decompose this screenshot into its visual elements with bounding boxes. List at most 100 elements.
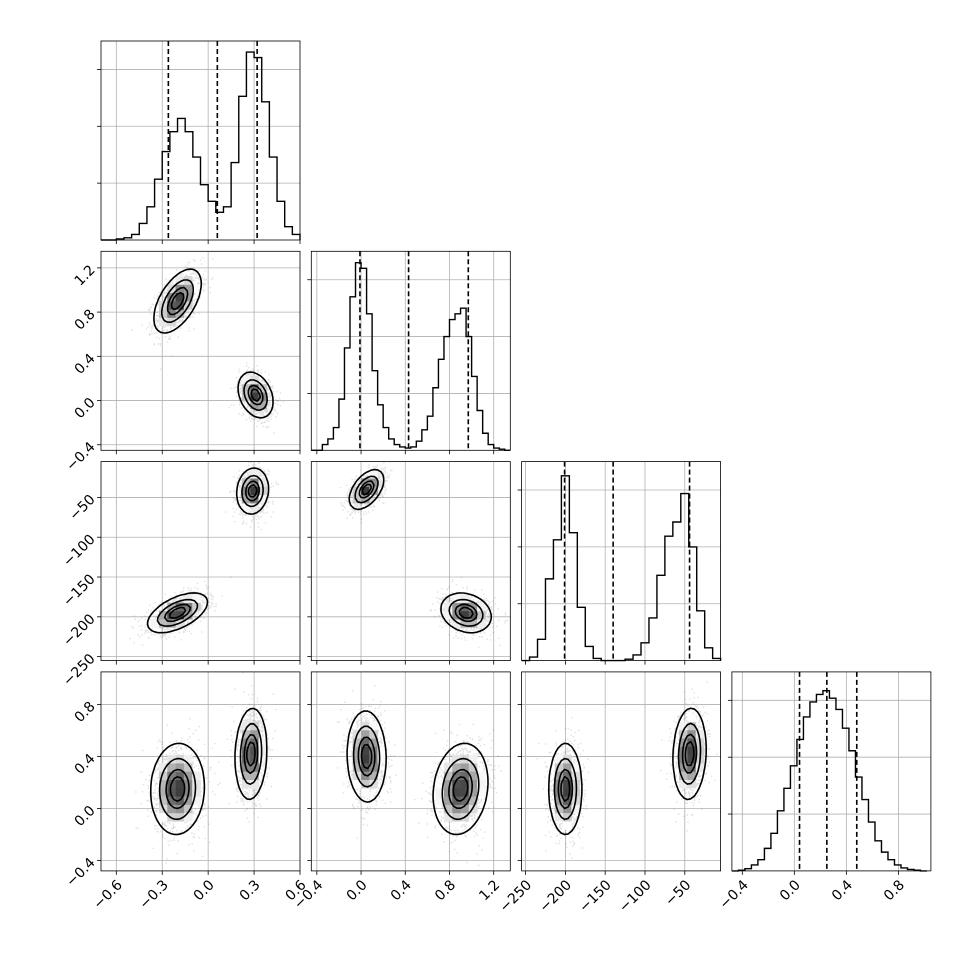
density-cell [369, 754, 378, 764]
x-tick-label: 0.0 [777, 877, 804, 904]
density-cell [242, 478, 251, 487]
density-cell [460, 610, 470, 620]
density-cell [687, 763, 696, 772]
contour-line [165, 734, 259, 810]
density-cell [250, 771, 259, 780]
density-cell [250, 384, 259, 393]
density-cell [460, 619, 470, 628]
x-tick-label: 1.2 [476, 877, 503, 904]
density-cell [687, 779, 696, 789]
density-cell [258, 494, 268, 504]
density-cell [352, 779, 362, 789]
density-cell [361, 486, 370, 496]
joint-density-panel [97, 671, 301, 875]
density-cell [369, 738, 378, 747]
y-tick-label: −0.4 [63, 439, 98, 474]
density-cell [695, 729, 705, 739]
contour-line [357, 736, 473, 809]
density-cell [192, 771, 201, 780]
density-cell [452, 763, 461, 772]
density-cell [192, 284, 201, 294]
joint-density-panel [307, 671, 511, 875]
density-cell [679, 779, 688, 789]
panel-frame [310, 671, 511, 872]
density-cell [444, 812, 453, 822]
x-tick-label: 0.8 [432, 877, 459, 904]
y-tick-label: −50 [66, 492, 98, 524]
density-cell [183, 796, 193, 805]
density-cell [477, 779, 486, 789]
density-cell [435, 796, 445, 805]
density-cell [679, 721, 688, 731]
contour-line [166, 286, 264, 406]
density-cell [167, 796, 176, 805]
density-cell [452, 594, 461, 603]
density-cell [444, 796, 453, 805]
histogram-step [101, 51, 301, 241]
density-cell [468, 763, 478, 772]
density-cell [361, 494, 370, 504]
density-cell [352, 746, 362, 756]
marginal-histogram-panel [727, 671, 932, 875]
joint-density-panel [307, 461, 511, 665]
density-cell [242, 494, 251, 504]
density-cell [159, 619, 168, 628]
density-cell [192, 779, 201, 789]
density-cell [563, 804, 572, 814]
density-cell [460, 594, 470, 603]
contour-line [156, 474, 264, 627]
contour-line [560, 740, 695, 802]
density-cell [183, 602, 193, 612]
density-cell [159, 763, 168, 772]
x-tick-label: −100 [616, 877, 655, 916]
density-cell [150, 619, 160, 628]
density-cell [192, 788, 201, 797]
contour-line [169, 484, 258, 619]
density-cell [554, 771, 564, 780]
y-tick-label: −150 [60, 571, 99, 610]
density-cell [687, 754, 696, 764]
density-cell [175, 309, 185, 318]
density-cell [167, 754, 176, 764]
density-cell [460, 788, 470, 797]
histogram-step [521, 475, 722, 662]
density-cell [159, 779, 168, 789]
density-cell [377, 746, 387, 756]
density-cell [183, 594, 193, 603]
x-tick-label: −50 [662, 877, 694, 909]
density-cell [175, 276, 185, 285]
density-cell [258, 738, 268, 747]
density-cell [242, 384, 251, 393]
density-cell [361, 754, 370, 764]
density-cell [258, 400, 268, 410]
marginal-histogram-panel [517, 461, 722, 665]
density-cell [167, 610, 176, 620]
density-cell [175, 763, 185, 772]
density-cell [369, 486, 378, 496]
panel-frame [100, 671, 301, 872]
density-cell [183, 610, 193, 620]
density-cell [361, 746, 370, 756]
density-cell [183, 284, 193, 294]
x-tick-label: −200 [536, 877, 575, 916]
density-cell [435, 788, 445, 797]
density-cell [444, 610, 453, 620]
density-cell [250, 721, 259, 731]
panel-contents [101, 671, 300, 871]
density-cell [361, 788, 370, 797]
contour-line [149, 707, 268, 836]
density-cell [460, 779, 470, 789]
y-tick-label: 0.0 [72, 395, 99, 422]
density-cell [444, 602, 453, 612]
density-cell [159, 788, 168, 797]
density-cell [183, 771, 193, 780]
density-cell [452, 821, 461, 830]
x-tick-label: −0.4 [717, 877, 752, 912]
contour-line [548, 707, 707, 836]
density-cell [477, 602, 486, 612]
density-cell [159, 317, 168, 327]
density-cell [468, 771, 478, 780]
density-cell [175, 821, 185, 830]
density-cell [444, 779, 453, 789]
y-tick-label: 0.8 [72, 306, 99, 333]
